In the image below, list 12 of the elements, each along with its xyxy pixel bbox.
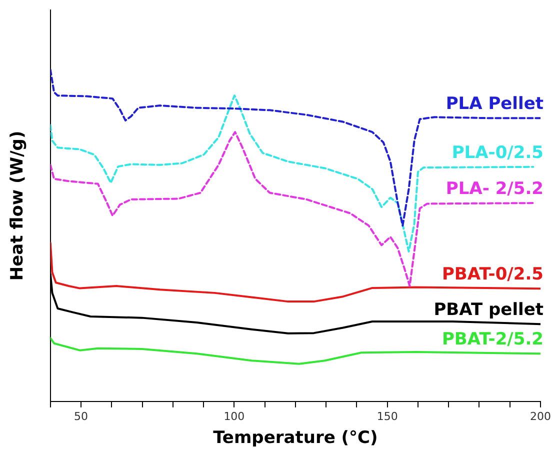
series-label: PBAT-0/2.5 <box>442 264 544 285</box>
series-label: PLA-0/2.5 <box>452 142 544 163</box>
series-label: PLA Pellet <box>446 94 544 114</box>
x-axis-title: Temperature (°C) <box>213 428 378 448</box>
x-tick-label: 50 <box>74 410 88 423</box>
x-tick-label: 100 <box>224 410 245 423</box>
series-label: PBAT-2/5.2 <box>442 330 544 350</box>
series-label: PLA- 2/5.2 <box>446 178 544 199</box>
y-axis-title: Heat flow (W/g) <box>8 130 28 281</box>
x-tick-label: 150 <box>376 410 398 423</box>
series-label: PBAT pellet <box>434 300 544 320</box>
x-tick-label: 200 <box>530 410 551 423</box>
